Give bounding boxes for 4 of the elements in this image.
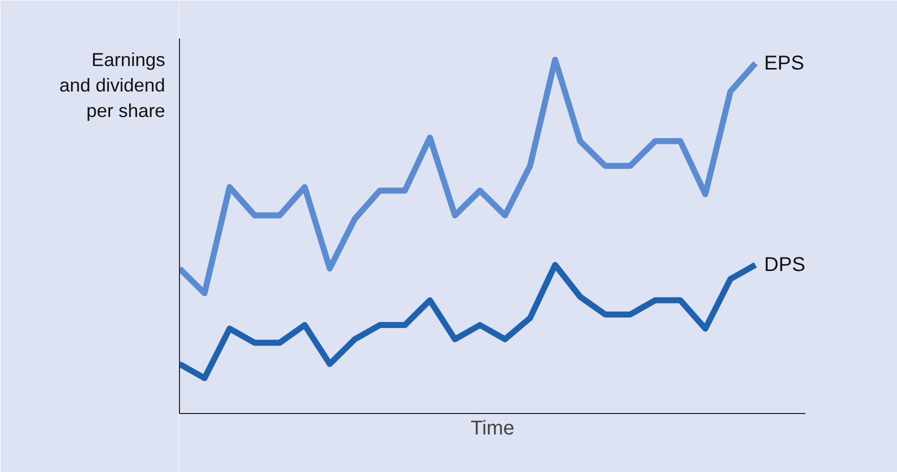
y-axis-title: Earnings and dividend per share [59, 49, 166, 122]
x-axis-title: Time [470, 418, 514, 440]
series-label: DPS [764, 254, 806, 276]
series-label: EPS [764, 52, 804, 74]
